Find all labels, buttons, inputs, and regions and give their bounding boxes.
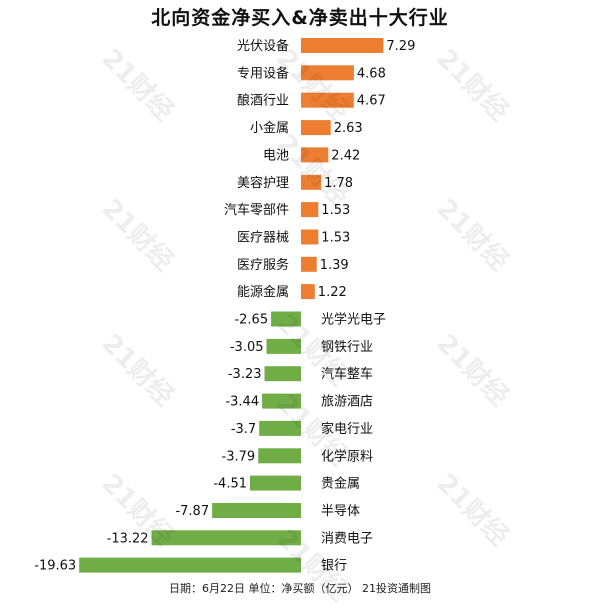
data-label-14: -3.44 bbox=[225, 395, 259, 410]
data-label-15: -3.7 bbox=[231, 422, 256, 437]
chart-title: 北向资金净买入&净卖出十大行业 bbox=[151, 7, 449, 29]
bar-16 bbox=[258, 448, 301, 464]
data-label-17: -4.51 bbox=[213, 477, 247, 492]
category-label-16: 化学原料 bbox=[321, 448, 373, 464]
category-label-12: 钢铁行业 bbox=[321, 340, 373, 355]
bar-11 bbox=[271, 311, 301, 327]
data-label-6: 1.78 bbox=[324, 176, 353, 191]
category-label-15: 家电行业 bbox=[321, 421, 373, 437]
category-label-9: 医疗服务 bbox=[237, 257, 289, 273]
bar-5 bbox=[301, 147, 329, 163]
bar-19 bbox=[151, 530, 301, 546]
bar-1 bbox=[301, 38, 384, 53]
bar-8 bbox=[301, 229, 319, 245]
category-label-2: 专用设备 bbox=[237, 65, 289, 81]
bar-13 bbox=[264, 366, 301, 382]
data-label-20: -19.63 bbox=[34, 559, 76, 574]
category-label-17: 贵金属 bbox=[321, 476, 360, 492]
data-label-8: 1.53 bbox=[321, 231, 350, 246]
bar-12 bbox=[266, 338, 301, 354]
data-label-18: -7.87 bbox=[175, 504, 209, 519]
data-label-4: 2.63 bbox=[334, 121, 363, 136]
data-label-10: 1.22 bbox=[318, 285, 347, 300]
data-label-5: 2.42 bbox=[331, 148, 360, 163]
bar-10 bbox=[301, 284, 315, 300]
category-label-4: 小金属 bbox=[250, 120, 289, 136]
data-label-3: 4.67 bbox=[357, 94, 386, 109]
category-label-8: 医疗器械 bbox=[237, 231, 289, 246]
bar-18 bbox=[212, 503, 301, 518]
category-label-6: 美容护理 bbox=[237, 175, 289, 191]
category-label-13: 汽车整车 bbox=[321, 366, 373, 382]
data-label-11: -2.65 bbox=[234, 313, 268, 328]
bar-6 bbox=[301, 174, 322, 190]
category-label-5: 电池 bbox=[263, 148, 289, 163]
category-label-18: 半导体 bbox=[321, 504, 360, 519]
category-label-20: 银行 bbox=[321, 559, 347, 574]
bar-15 bbox=[259, 420, 301, 436]
bar-17 bbox=[250, 475, 301, 491]
data-label-2: 4.68 bbox=[357, 66, 386, 81]
category-label-11: 光学光电子 bbox=[321, 312, 386, 328]
chart-footer-note: 日期：6月22日 单位：净买额（亿元） 21投资通制图 bbox=[169, 582, 431, 595]
data-label-7: 1.53 bbox=[321, 203, 350, 218]
category-label-19: 消费电子 bbox=[321, 531, 373, 546]
data-label-1: 7.29 bbox=[386, 39, 415, 54]
data-label-16: -3.79 bbox=[222, 449, 256, 464]
bar-14 bbox=[262, 393, 301, 409]
data-label-9: 1.39 bbox=[320, 258, 349, 273]
category-label-14: 旅游酒店 bbox=[321, 395, 373, 410]
data-label-12: -3.05 bbox=[230, 340, 264, 355]
data-label-19: -13.22 bbox=[107, 531, 149, 546]
category-label-10: 能源金属 bbox=[237, 284, 289, 300]
data-label-13: -3.23 bbox=[228, 367, 262, 382]
category-label-1: 光伏设备 bbox=[237, 38, 289, 54]
bar-2 bbox=[301, 65, 354, 81]
bar-4 bbox=[301, 120, 331, 136]
bar-3 bbox=[301, 92, 354, 108]
bar-7 bbox=[301, 202, 319, 218]
bar-9 bbox=[301, 256, 317, 272]
category-label-3: 酿酒行业 bbox=[237, 93, 289, 109]
bar-20 bbox=[79, 557, 301, 573]
category-label-7: 汽车零部件 bbox=[224, 202, 289, 218]
